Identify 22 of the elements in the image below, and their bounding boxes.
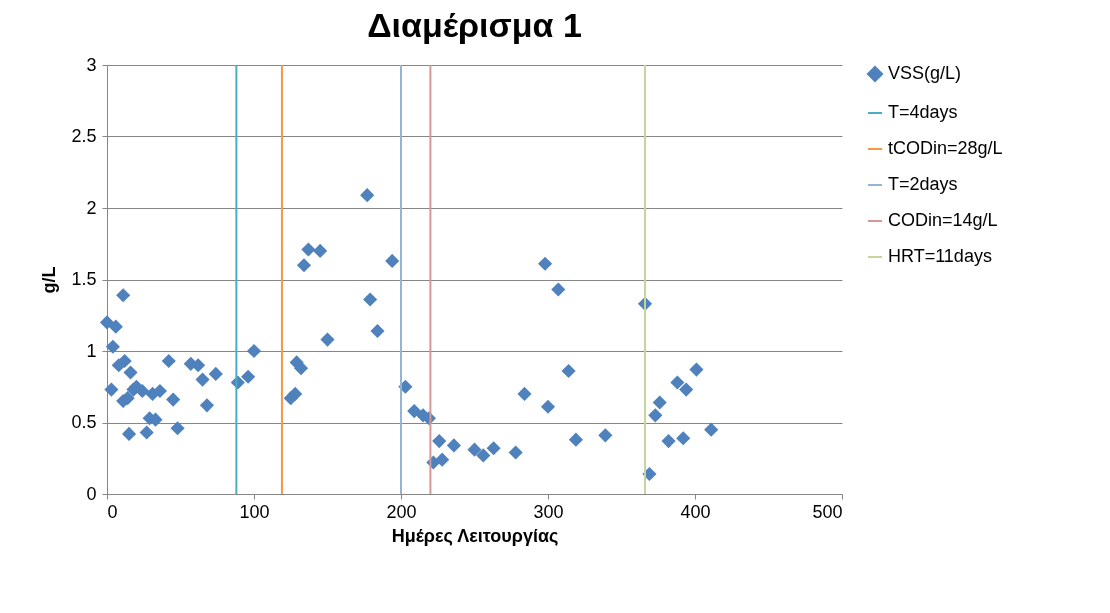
x-tick-label: 400 xyxy=(680,501,711,522)
y-tick-label: 2.5 xyxy=(71,126,97,146)
chart-title: Διαμέρισμα 1 xyxy=(367,6,582,44)
y-tick-label: 3 xyxy=(86,54,97,75)
legend-label: HRT=11days xyxy=(888,246,992,266)
x-tick-label: 300 xyxy=(533,501,564,522)
x-tick-label: 100 xyxy=(239,501,270,522)
x-tick-label: 500 xyxy=(812,501,843,522)
legend-label: T=4days xyxy=(888,102,958,122)
y-axis-title: g/L xyxy=(39,266,60,294)
x-tick-label: 0 xyxy=(107,501,118,522)
y-tick-label: 1 xyxy=(86,340,97,361)
legend-label: VSS(g/L) xyxy=(888,63,962,83)
y-tick-label: 2 xyxy=(86,197,97,218)
y-tick-label: 0.5 xyxy=(71,412,97,432)
x-tick-label: 200 xyxy=(386,501,417,522)
y-tick-label: 1.5 xyxy=(71,269,97,289)
legend-label: T=2days xyxy=(888,174,958,194)
legend-label: CODin=14g/L xyxy=(888,210,998,230)
y-tick-label: 0 xyxy=(86,483,97,504)
legend-label: tCODin=28g/L xyxy=(888,138,1003,158)
x-axis-title: Ημέρες Λειτουργίας xyxy=(391,525,559,546)
